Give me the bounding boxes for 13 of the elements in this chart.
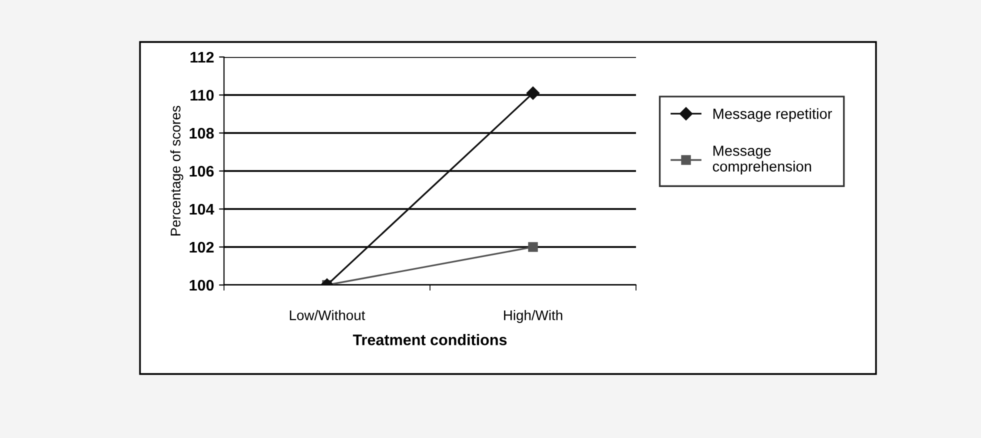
y-tick-label: 112 [190,52,214,63]
x-axis-title: Treatment conditions [352,334,507,346]
y-tick-label: 102 [190,242,214,253]
x-tick-label: Low/Without [290,310,366,320]
y-tick-label: 108 [190,128,214,139]
y-tick-label: 104 [190,204,214,215]
y-tick-label: 110 [190,90,214,101]
y-axis-title: Percentage of scores [170,106,184,236]
legend-label: Message repetitior [713,108,832,122]
legend-label: Message comprehension [712,146,812,174]
y-tick-label: 106 [190,166,214,177]
x-tick-label: High/With [504,310,562,323]
y-tick-label: 100 [190,280,214,291]
